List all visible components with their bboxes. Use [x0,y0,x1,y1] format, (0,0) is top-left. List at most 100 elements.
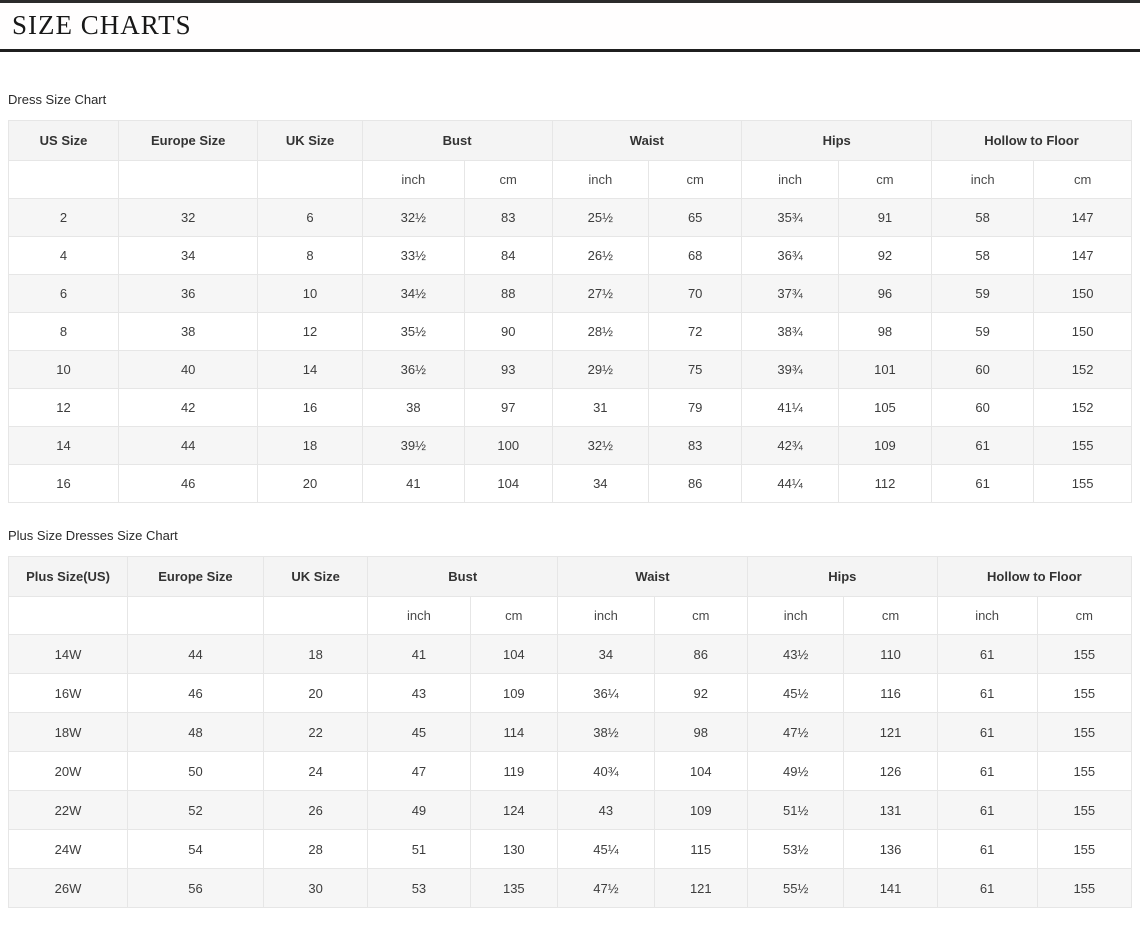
table-cell: 34½ [361,274,465,313]
unit-header: cm [648,160,743,199]
column-header: UK Size [262,556,369,597]
table-cell: 155 [1033,426,1132,465]
table-cell: 116 [843,673,938,713]
table-cell: 105 [837,388,933,427]
table-cell: 36½ [361,350,465,389]
unit-header-empty [7,160,120,199]
table-cell: 38 [361,388,465,427]
unit-header: cm [1036,596,1133,635]
table-cell: 41 [367,634,471,674]
table-cell: 155 [1033,464,1132,503]
table-cell: 47½ [557,868,655,908]
table-cell: 150 [1033,274,1132,313]
table-cell: 135 [469,868,559,908]
table-cell: 32 [118,198,259,237]
unit-header: cm [463,160,553,199]
table-cell: 155 [1036,673,1133,713]
table-row: 10 40 14 36½ 93 29½ 75 39¾ 101 60 152 [7,350,1132,389]
table-cell: 72 [648,312,743,351]
table-row: 18W 48 22 45 114 38½ 98 47½ 121 61 155 [7,712,1133,752]
unit-header-empty [262,596,369,635]
table-cell: 49 [367,790,471,830]
column-header: Waist [551,120,743,161]
table-row: 14W 44 18 41 104 34 86 43½ 110 61 155 [7,634,1133,674]
unit-header-empty [7,596,129,635]
table-row: 8 38 12 35½ 90 28½ 72 38¾ 98 59 150 [7,312,1132,351]
table-cell: 26½ [551,236,650,275]
unit-header: inch [551,160,650,199]
unit-header-empty [118,160,259,199]
table-row: 16W 46 20 43 109 36¼ 92 45½ 116 61 155 [7,673,1133,713]
table-cell: 121 [843,712,938,752]
table-cell: 50 [127,751,264,791]
table-cell: 18 [257,426,363,465]
table-cell: 97 [463,388,553,427]
unit-header: cm [653,596,748,635]
table-row: 2 32 6 32½ 83 25½ 65 35¾ 91 58 147 [7,198,1132,237]
table-cell: 45½ [746,673,845,713]
unit-header-row: inch cm inch cm inch cm inch cm [7,160,1132,199]
table-cell: 61 [936,829,1038,869]
table-row: 12 42 16 38 97 31 79 41¼ 105 60 152 [7,388,1132,427]
table-cell: 2 [7,198,120,237]
table-cell: 75 [648,350,743,389]
column-header: UK Size [257,120,363,161]
table-cell: 56 [127,868,264,908]
table-cell: 92 [653,673,748,713]
table-cell: 14W [7,634,129,674]
table-cell: 36¾ [741,236,839,275]
column-header: Bust [361,120,553,161]
column-header: Hollow to Floor [936,556,1133,597]
table-cell: 115 [653,829,748,869]
table-cell: 44 [118,426,259,465]
table-cell: 155 [1036,868,1133,908]
table-cell: 109 [469,673,559,713]
table-cell: 79 [648,388,743,427]
table-row: 14 44 18 39½ 100 32½ 83 42¾ 109 61 155 [7,426,1132,465]
table-row: 20W 50 24 47 119 40¾ 104 49½ 126 61 155 [7,751,1133,791]
table-cell: 141 [843,868,938,908]
table-cell: 126 [843,751,938,791]
table-cell: 6 [7,274,120,313]
table-cell: 8 [257,236,363,275]
table-cell: 16 [7,464,120,503]
table-cell: 51½ [746,790,845,830]
column-header: Plus Size(US) [7,556,129,597]
table-cell: 28 [262,829,369,869]
table-cell: 93 [463,350,553,389]
title-block: SIZE CHARTS [0,0,1140,52]
table-cell: 51 [367,829,471,869]
table-cell: 14 [7,426,120,465]
table-cell: 130 [469,829,559,869]
plus-size-chart-caption: Plus Size Dresses Size Chart [8,528,178,543]
column-header: Waist [557,556,748,597]
table-cell: 22 [262,712,369,752]
table-cell: 36 [118,274,259,313]
table-cell: 46 [118,464,259,503]
table-row: 4 34 8 33½ 84 26½ 68 36¾ 92 58 147 [7,236,1132,275]
table-cell: 104 [469,634,559,674]
table-cell: 100 [463,426,553,465]
table-cell: 59 [931,274,1035,313]
column-header-row: US Size Europe Size UK Size Bust Waist Hips Ho… [7,120,1132,161]
unit-header: inch [936,596,1038,635]
table-cell: 155 [1036,634,1133,674]
size-charts-content: Dress Size Chart US Size Europe Size UK Si… [0,92,1140,908]
table-cell: 31 [551,388,650,427]
table-cell: 61 [936,712,1038,752]
table-cell: 12 [7,388,120,427]
table-cell: 86 [653,634,748,674]
table-cell: 25½ [551,198,650,237]
table-cell: 6 [257,198,363,237]
table-cell: 59 [931,312,1035,351]
table-cell: 92 [837,236,933,275]
table-cell: 47 [367,751,471,791]
column-header: Hollow to Floor [931,120,1132,161]
table-cell: 150 [1033,312,1132,351]
unit-header: inch [931,160,1035,199]
table-cell: 8 [7,312,120,351]
table-cell: 29½ [551,350,650,389]
table-cell: 109 [653,790,748,830]
table-cell: 61 [936,673,1038,713]
table-cell: 20 [262,673,369,713]
